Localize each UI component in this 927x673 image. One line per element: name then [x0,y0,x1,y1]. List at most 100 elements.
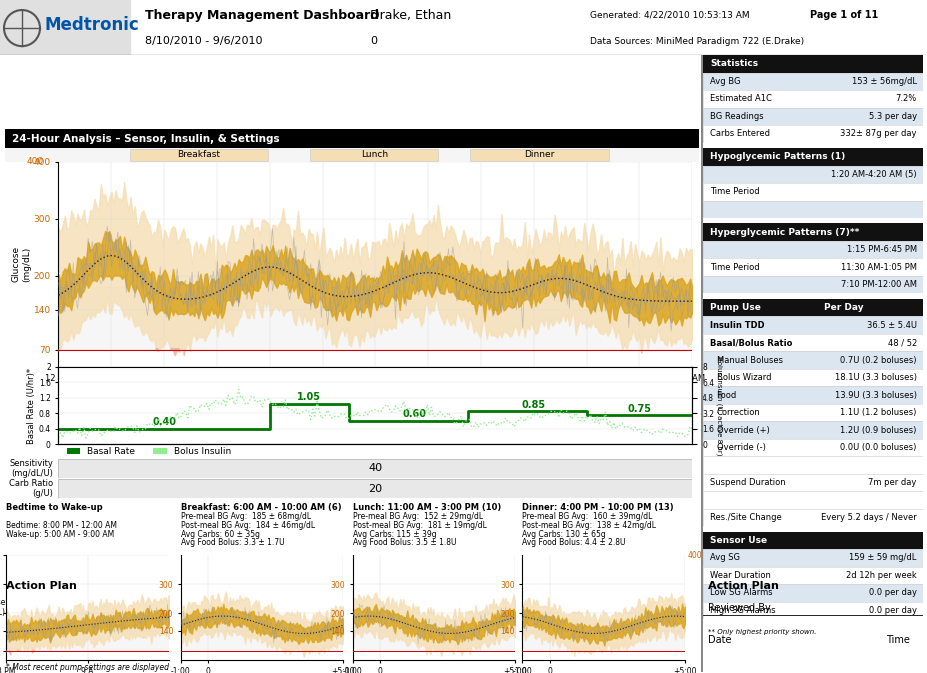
Text: 1.2U (0.9 boluses): 1.2U (0.9 boluses) [840,425,916,435]
Y-axis label: Glucose
(mg/dL): Glucose (mg/dL) [11,246,31,282]
Text: Estimated A1C: Estimated A1C [709,94,771,104]
Text: Page 1 of 11: Page 1 of 11 [809,10,877,20]
Text: 11:30 AM-1:05 PM: 11:30 AM-1:05 PM [840,262,916,272]
Text: 0.40: 0.40 [152,417,176,427]
Text: Pre-meal BG Avg:  160 ± 39mg/dL: Pre-meal BG Avg: 160 ± 39mg/dL [522,512,652,521]
Text: Avg BG: Avg BG [709,77,740,86]
Text: Lunch: 11:00 AM - 3:00 PM (10): Lunch: 11:00 AM - 3:00 PM (10) [352,503,501,512]
Text: 18.1U (3.3 boluses): 18.1U (3.3 boluses) [834,373,916,382]
Text: High SG Alarms: High SG Alarms [709,606,775,615]
Text: Action Plan: Action Plan [707,581,778,591]
Text: Carbs Entered: Carbs Entered [709,129,769,139]
Text: Breakfast: Breakfast [177,150,221,159]
Text: Lunch: Lunch [361,150,387,159]
Text: Insulin TDD: Insulin TDD [709,320,764,330]
Bar [6,619,169,651]
Text: Dinner: Dinner [524,150,553,159]
Text: Pre-meal BG Avg:  152 ± 29mg/dL: Pre-meal BG Avg: 152 ± 29mg/dL [352,512,482,521]
Bar [181,619,343,651]
Text: Time Period: Time Period [709,262,759,272]
Bar [130,149,268,161]
Text: 13.9U (3.3 boluses): 13.9U (3.3 boluses) [834,390,916,400]
Text: Breakfast: 6:00 AM - 10:00 AM (6): Breakfast: 6:00 AM - 10:00 AM (6) [181,503,341,512]
Text: 7.2%: 7.2% [895,94,916,104]
Text: 332± 87g per day: 332± 87g per day [839,129,916,139]
Text: 2d 12h per week: 2d 12h per week [845,571,916,580]
Text: Override (-): Override (-) [716,443,765,452]
Text: 0: 0 [370,36,376,46]
Text: Bedtime: 8:00 PM - 12:00 AM: Bedtime: 8:00 PM - 12:00 AM [6,521,118,530]
Legend: Basal Rate, Bolus Insulin: Basal Rate, Bolus Insulin [63,444,235,460]
Text: Avg Carbs: 130 ± 65g: Avg Carbs: 130 ± 65g [522,530,605,538]
Text: Statistics: Statistics [709,59,757,69]
Text: Time Period: Time Period [709,187,759,197]
Text: Data Sources: MiniMed Paradigm 722 (E.Drake): Data Sources: MiniMed Paradigm 722 (E.Dr… [590,36,804,46]
Text: Basal/Bolus Ratio: Basal/Bolus Ratio [709,338,792,347]
Text: Hyperglycemic Patterns (7)**: Hyperglycemic Patterns (7)** [709,227,858,237]
Text: Bolus Wizard: Bolus Wizard [716,373,770,382]
Text: Reviewed By: Reviewed By [707,603,770,613]
Text: Avg Carbs: 115 ± 39g: Avg Carbs: 115 ± 39g [352,530,436,538]
Text: Carb Ratio
(g/U): Carb Ratio (g/U) [9,479,53,498]
Text: 0.85: 0.85 [521,400,545,410]
Text: 7m per day: 7m per day [868,478,916,487]
Text: 0.75: 0.75 [627,404,651,414]
Text: Glucose
(mg/dL): Glucose (mg/dL) [0,598,6,617]
Text: 153 ± 56mg/dL: 153 ± 56mg/dL [851,77,916,86]
Text: Per Day: Per Day [823,303,863,312]
Text: 0.7U (0.2 boluses): 0.7U (0.2 boluses) [839,355,916,365]
Text: Override (+): Override (+) [716,425,768,435]
Text: 40: 40 [368,464,382,473]
Text: Dinner: 4:00 PM - 10:00 PM (13): Dinner: 4:00 PM - 10:00 PM (13) [522,503,673,512]
Bar [0,0,130,55]
Text: Therapy Management Dashboard: Therapy Management Dashboard [145,9,379,22]
Text: 0.0 per day: 0.0 per day [868,606,916,615]
Y-axis label: Bolus Insulin (U, active 8 hr): Bolus Insulin (U, active 8 hr) [716,356,722,455]
Text: 0.0 per day: 0.0 per day [868,588,916,598]
Text: Post-meal BG Avg:  138 ± 42mg/dL: Post-meal BG Avg: 138 ± 42mg/dL [522,521,655,530]
Text: 1.1U (1.2 boluses): 1.1U (1.2 boluses) [840,408,916,417]
Bar [522,619,684,651]
Text: 36.5 ± 5.4U: 36.5 ± 5.4U [866,320,916,330]
Text: Medtronic: Medtronic [44,16,140,34]
Text: Food: Food [716,390,736,400]
Text: Avg Food Bolus: 3.5 ± 1.8U: Avg Food Bolus: 3.5 ± 1.8U [352,538,456,547]
Text: 24-Hour Analysis – Sensor, Insulin, & Settings: 24-Hour Analysis – Sensor, Insulin, & Se… [11,134,279,143]
Text: Drake, Ethan: Drake, Ethan [370,9,451,22]
Text: 1.05: 1.05 [297,392,321,402]
Text: Avg SG: Avg SG [709,553,739,563]
Text: 159 ± 59 mg/dL: 159 ± 59 mg/dL [848,553,916,563]
Text: Wake-up: 5:00 AM - 9:00 AM: Wake-up: 5:00 AM - 9:00 AM [6,530,115,538]
Text: ** Only highest priority shown.: ** Only highest priority shown. [707,629,816,635]
Text: Avg Carbs: 60 ± 35g: Avg Carbs: 60 ± 35g [181,530,260,538]
Text: Generated: 4/22/2010 10:53:13 AM: Generated: 4/22/2010 10:53:13 AM [590,11,749,20]
Text: Manual Boluses: Manual Boluses [716,355,781,365]
Text: Bedtime to Wake-up: Bedtime to Wake-up [6,503,103,512]
Text: Sensitivity
(mg/dL/U): Sensitivity (mg/dL/U) [9,459,53,478]
Text: 20: 20 [368,484,382,493]
Text: Every 5.2 days / Never: Every 5.2 days / Never [820,513,916,522]
Bar [469,149,608,161]
Bar [310,149,438,161]
Text: 7:10 PM-12:00 AM: 7:10 PM-12:00 AM [840,280,916,289]
Text: Sensor Use: Sensor Use [709,536,767,545]
Text: Action Plan: Action Plan [6,581,77,591]
Text: Avg Food Bolus: 3.3 ± 1.7U: Avg Food Bolus: 3.3 ± 1.7U [181,538,285,547]
Bar [352,619,514,651]
Text: 48 / 52: 48 / 52 [886,338,916,347]
Text: Suspend Duration: Suspend Duration [709,478,785,487]
Text: 8/10/2010 - 9/6/2010: 8/10/2010 - 9/6/2010 [145,36,262,46]
Text: Pre-meal BG Avg:  185 ± 68mg/dL: Pre-meal BG Avg: 185 ± 68mg/dL [181,512,311,521]
Text: Post-meal BG Avg:  184 ± 46mg/dL: Post-meal BG Avg: 184 ± 46mg/dL [181,521,315,530]
Text: * Most recent pump settings are displayed: * Most recent pump settings are displaye… [6,663,170,672]
Text: 0.0U (0.0 boluses): 0.0U (0.0 boluses) [840,443,916,452]
Y-axis label: Basal Rate (U/hr)*: Basal Rate (U/hr)* [27,367,36,444]
Text: 0.60: 0.60 [402,409,426,419]
Text: 400: 400 [687,551,702,560]
Text: Hypoglycemic Patterns (1): Hypoglycemic Patterns (1) [709,152,844,162]
Text: Time: Time [885,635,909,645]
Text: Date: Date [707,635,730,645]
Text: BG Readings: BG Readings [709,112,763,121]
Text: Pump Use: Pump Use [709,303,760,312]
Text: Low SG Alarms: Low SG Alarms [709,588,772,598]
